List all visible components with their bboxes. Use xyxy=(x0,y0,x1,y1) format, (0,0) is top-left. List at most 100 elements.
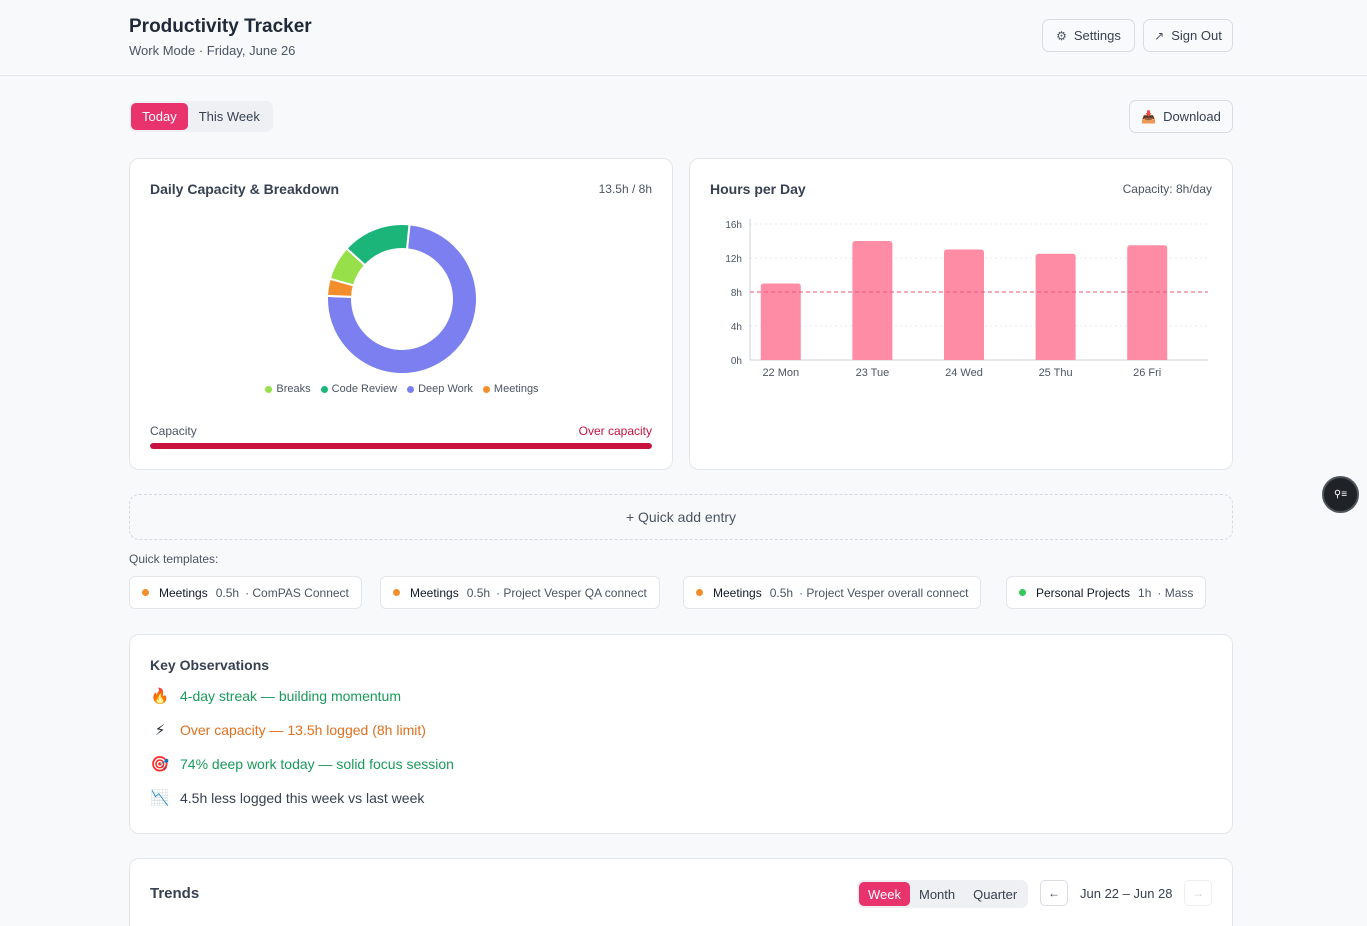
x-tick-label: 23 Tue xyxy=(856,367,890,379)
legend-label: Deep Work xyxy=(418,383,473,395)
capacity-card: Daily Capacity & Breakdown 13.5h / 8h Br… xyxy=(129,158,673,470)
donut-slice-code-review xyxy=(345,223,411,267)
prev-range-button[interactable]: ← xyxy=(1040,880,1068,906)
template-duration: 1h xyxy=(1138,585,1152,600)
observation-text: Over capacity — 13.5h logged (8h limit) xyxy=(180,722,426,738)
legend-swatch xyxy=(407,385,415,393)
observation-text: 74% deep work today — solid focus sessio… xyxy=(180,756,454,772)
donut-legend: Breaks Code Review Deep Work Meetings xyxy=(130,383,674,395)
observation-text: 4-day streak — building momentum xyxy=(180,688,401,704)
list-settings-icon: ⚲≡ xyxy=(1333,489,1348,500)
legend-swatch xyxy=(482,385,490,393)
y-tick-label: 4h xyxy=(731,322,742,333)
legend-item: Breaks xyxy=(265,383,311,395)
capacity-status: Over capacity xyxy=(578,424,652,438)
x-tick-label: 25 Thu xyxy=(1039,367,1073,379)
donut-slice-deep-work xyxy=(326,223,478,375)
tab-this-week[interactable]: This Week xyxy=(198,109,260,124)
arrow-up-right-icon: ↗ xyxy=(1154,28,1165,43)
view-toggle: Today This Week xyxy=(129,101,273,132)
capacity-label: Capacity xyxy=(150,424,197,438)
template-category: Personal Projects xyxy=(1036,585,1131,600)
hours-per-day-card: Hours per Day Capacity: 8h/day 0h 4h 8h 12h… xyxy=(689,158,1233,470)
template-category: Meetings xyxy=(410,585,459,600)
legend-swatch xyxy=(265,385,273,393)
observation-icon: 📉 xyxy=(150,790,170,807)
trends-range-toggle: Week Month Quarter xyxy=(857,880,1029,908)
template-category: Meetings xyxy=(159,585,208,600)
bar xyxy=(1127,245,1168,360)
legend-item: Deep Work xyxy=(407,383,473,395)
tab-today[interactable]: Today xyxy=(131,103,188,130)
bar xyxy=(760,283,801,360)
observation-icon: ⚡ xyxy=(154,722,166,739)
capacity-card-meta: 13.5h / 8h xyxy=(598,182,652,196)
arrow-right-icon: → xyxy=(1192,886,1204,900)
sign-out-label: Sign Out xyxy=(1171,28,1222,43)
x-tick-label: 26 Fri xyxy=(1133,367,1161,379)
donut-chart xyxy=(326,223,478,375)
top-bar: Productivity Tracker Work Mode · Friday,… xyxy=(0,0,1367,76)
observation-item: ⚡ Over capacity — 13.5h logged (8h limit) xyxy=(150,721,426,739)
legend-label: Meetings xyxy=(493,383,539,395)
bar xyxy=(852,241,893,360)
quick-add-entry-button[interactable]: + Quick add entry xyxy=(129,494,1233,540)
category-dot xyxy=(142,589,149,596)
capacity-card-title: Daily Capacity & Breakdown xyxy=(150,181,340,197)
trends-title: Trends xyxy=(150,885,200,902)
quick-template[interactable]: Meetings 0.5h · Project Vesper overall con… xyxy=(683,576,982,609)
settings-button[interactable]: ⚙ Settings xyxy=(1042,19,1135,52)
observations-title: Key Observations xyxy=(150,657,270,673)
quick-template[interactable]: Personal Projects 1h · Mass xyxy=(1006,576,1207,609)
template-project: · Project Vesper QA connect xyxy=(496,585,647,600)
arrow-left-icon: ← xyxy=(1048,886,1060,900)
quick-template[interactable]: Meetings 0.5h · ComPAS Connect xyxy=(129,576,362,609)
legend-item: Meetings xyxy=(482,383,539,395)
template-category: Meetings xyxy=(713,585,762,600)
template-project: · Mass xyxy=(1157,585,1194,600)
download-icon: 📥 xyxy=(1141,109,1157,124)
app-title: Productivity Tracker xyxy=(129,16,312,37)
template-project: · ComPAS Connect xyxy=(245,585,349,600)
gear-icon: ⚙ xyxy=(1056,28,1067,43)
template-duration: 0.5h xyxy=(769,585,794,600)
category-dot xyxy=(696,589,703,596)
range-week[interactable]: Week xyxy=(859,882,910,906)
sign-out-button[interactable]: ↗ Sign Out xyxy=(1143,19,1233,52)
category-dot xyxy=(393,589,400,596)
trends-card: Trends Week Month Quarter ← Jun 22 – Jun… xyxy=(129,858,1233,926)
range-month[interactable]: Month xyxy=(919,886,956,902)
observation-icon: 🎯 xyxy=(150,756,170,773)
range-label: Jun 22 – Jun 28 xyxy=(1080,886,1173,901)
legend-label: Breaks xyxy=(276,383,311,395)
observation-item: 🔥 4-day streak — building momentum xyxy=(150,687,401,705)
template-duration: 0.5h xyxy=(215,585,240,600)
observation-text: 4.5h less logged this week vs last week xyxy=(180,790,425,806)
observation-icon: 🔥 xyxy=(150,688,170,705)
hours-card-title: Hours per Day xyxy=(710,181,806,197)
legend-label: Code Review xyxy=(331,383,398,395)
observation-item: 📉 4.5h less logged this week vs last week xyxy=(150,789,425,807)
capacity-bar xyxy=(150,443,652,449)
legend-swatch xyxy=(320,385,328,393)
bar xyxy=(944,249,984,360)
category-dot xyxy=(1019,589,1026,596)
bar xyxy=(1035,253,1076,360)
floating-menu-button[interactable]: ⚲≡ xyxy=(1322,476,1359,513)
next-range-button[interactable]: → xyxy=(1184,880,1212,906)
x-tick-label: 24 Wed xyxy=(945,367,983,379)
quick-template[interactable]: Meetings 0.5h · Project Vesper QA connect xyxy=(380,576,660,609)
y-tick-label: 8h xyxy=(731,288,742,299)
app-subtitle: Work Mode · Friday, June 26 xyxy=(129,43,296,58)
hours-bar-chart: 0h 4h 8h 12h 16h 22 Mon 23 Tue 24 Wed 25 Thu 26 F… xyxy=(725,219,1208,379)
hours-card-meta: Capacity: 8h/day xyxy=(1122,182,1212,196)
legend-item: Code Review xyxy=(320,383,398,395)
download-button[interactable]: 📥 Download xyxy=(1129,100,1233,133)
range-quarter[interactable]: Quarter xyxy=(973,886,1018,902)
quick-templates-label: Quick templates: xyxy=(129,552,219,566)
y-tick-label: 12h xyxy=(725,254,742,265)
x-tick-label: 22 Mon xyxy=(762,367,799,379)
key-observations-card: Key Observations 🔥 4-day streak — buildin… xyxy=(129,634,1233,834)
y-tick-label: 0h xyxy=(731,356,742,367)
y-tick-label: 16h xyxy=(725,220,742,231)
